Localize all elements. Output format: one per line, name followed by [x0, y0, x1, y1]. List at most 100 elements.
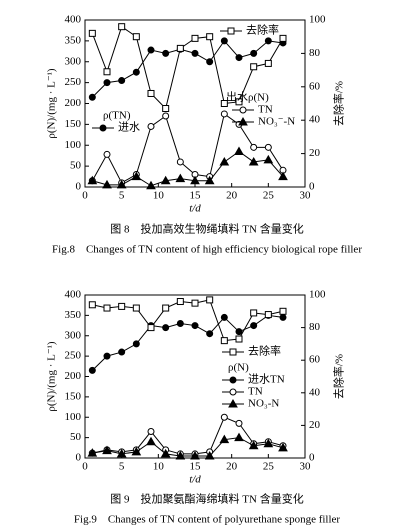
y-tick-label: 300 [65, 329, 82, 341]
y-tick-label: 400 [65, 289, 82, 301]
marker [147, 428, 155, 436]
marker [162, 304, 170, 312]
x-tick-label: 0 [82, 190, 88, 202]
marker [103, 68, 111, 76]
legend-marker [229, 376, 237, 384]
x-tick-label: 0 [82, 461, 88, 473]
y2-tick-label: 20 [309, 419, 321, 431]
marker [248, 156, 259, 166]
marker [146, 436, 156, 446]
marker [264, 311, 272, 319]
marker [162, 112, 170, 120]
marker [235, 335, 243, 343]
marker [279, 307, 287, 315]
legend-label: NO₃⁻-N [258, 116, 295, 128]
marker [176, 158, 184, 166]
marker [220, 110, 228, 118]
legend-header: ρ(TN) [103, 110, 131, 122]
marker [118, 348, 126, 356]
y-tick-label: 150 [65, 390, 82, 402]
marker [103, 150, 111, 158]
marker [88, 93, 96, 101]
marker [102, 445, 112, 455]
legend-label: 进水TN [248, 373, 285, 386]
figure-caption: Fig.8 Changes of TN content of high effi… [52, 244, 362, 256]
marker [102, 179, 112, 189]
marker [234, 432, 244, 442]
marker [103, 352, 111, 360]
y2-tick-label: 100 [309, 289, 326, 301]
marker [116, 448, 127, 458]
y2-tick-label: 80 [309, 321, 321, 333]
marker [220, 100, 228, 107]
marker [87, 448, 98, 457]
y2-axis-label: 去除率/% [332, 81, 346, 126]
legend-label: TN [248, 386, 263, 398]
marker [279, 313, 287, 321]
y-tick-label: 50 [70, 431, 82, 443]
x-tick-label: 25 [263, 461, 275, 473]
marker [191, 322, 199, 330]
marker [175, 173, 186, 183]
y-tick-label: 350 [65, 309, 82, 321]
y2-tick-label: 60 [309, 80, 321, 92]
y-tick-label: 0 [76, 452, 82, 464]
marker [220, 413, 228, 421]
marker [160, 175, 171, 185]
x-tick-label: 20 [226, 190, 238, 202]
x-axis-label: t/d [189, 203, 201, 215]
y-tick-label: 300 [65, 55, 82, 67]
marker [160, 448, 171, 458]
marker [147, 46, 155, 54]
figure-caption: 图 8 投加高效生物绳填料 TN 含量变化 [110, 222, 303, 236]
marker [279, 34, 287, 42]
marker [219, 156, 230, 166]
marker [103, 304, 111, 312]
x-tick-label: 5 [119, 190, 125, 202]
marker [263, 154, 274, 164]
marker [162, 49, 170, 57]
marker [278, 442, 288, 452]
marker [220, 337, 228, 345]
legend-marker [239, 106, 247, 114]
legend-marker [99, 124, 107, 132]
y-axis-label: ρ(N)/(mg · L⁻¹) [46, 341, 58, 412]
marker [191, 34, 199, 42]
marker [88, 29, 96, 37]
marker [116, 179, 127, 189]
marker [132, 340, 140, 348]
marker [147, 324, 155, 332]
marker [264, 37, 272, 45]
y-tick-label: 250 [65, 350, 82, 362]
marker [175, 450, 186, 460]
marker [103, 79, 111, 87]
legend-marker [229, 348, 237, 356]
marker [264, 59, 272, 67]
marker [250, 63, 258, 71]
marker [132, 68, 140, 76]
y-axis-label: ρ(N)/(mg · L⁻¹) [46, 68, 58, 139]
marker [191, 49, 199, 57]
marker [132, 304, 140, 312]
legend-header: 出水ρ(N) [226, 90, 269, 104]
legend-header: ρ(N) [228, 362, 249, 374]
y-tick-label: 100 [65, 411, 82, 423]
y-tick-label: 250 [65, 76, 82, 88]
legend-label: 进水 [118, 121, 140, 134]
marker [204, 450, 215, 460]
marker [206, 296, 214, 304]
marker [250, 143, 258, 151]
marker [131, 171, 142, 181]
y-tick-label: 50 [70, 160, 82, 172]
marker [204, 175, 215, 185]
legend-label: 去除率 [246, 23, 279, 37]
y2-tick-label: 40 [309, 114, 321, 126]
y2-tick-label: 80 [309, 47, 321, 59]
figure-caption: Fig.9 Changes of TN content of polyureth… [74, 514, 341, 526]
y2-axis-label: 去除率/% [332, 354, 346, 399]
x-tick-label: 15 [190, 461, 202, 473]
marker [235, 419, 243, 427]
marker [235, 98, 243, 106]
y-tick-label: 0 [76, 181, 82, 193]
